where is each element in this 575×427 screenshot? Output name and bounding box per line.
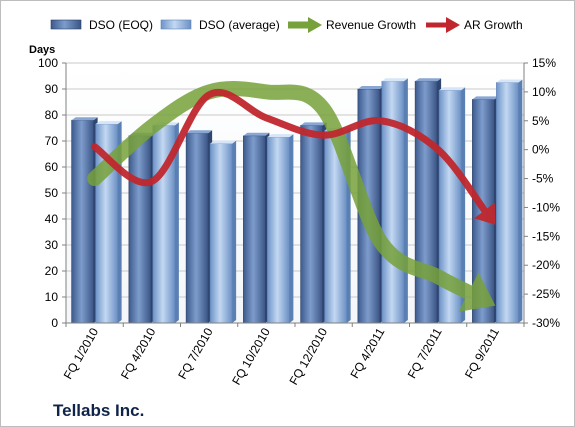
y-axis-right: -30% -25% -20% -15% -10% -5% 0% 5% 10% 15% [523, 56, 560, 330]
bar-face [209, 143, 233, 324]
bar-top [95, 121, 122, 125]
y-tick-label: 70 [45, 134, 59, 148]
bar-face [243, 135, 266, 324]
y-tick-label: 100 [38, 56, 58, 70]
line-revenue-growth [87, 81, 496, 312]
legend-label: DSO (EOQ) [89, 18, 153, 32]
series-line [91, 89, 491, 217]
bar-dso-eoq [185, 130, 213, 324]
x-tick-label: FQ 1/2010 [61, 325, 102, 381]
y-tick-label: 80 [45, 108, 59, 122]
legend-item: DSO (average) [160, 18, 280, 32]
series-line [87, 81, 482, 303]
legend-swatch [50, 19, 82, 30]
bar-top [496, 79, 523, 83]
bar-dso-eoq [243, 132, 270, 324]
bar-top [415, 78, 442, 82]
y-tick-label: 20 [45, 264, 59, 278]
legend-item: AR Growth [426, 17, 523, 33]
y-axis-title: Days [29, 44, 55, 56]
bar-dso-eoq [414, 78, 442, 324]
bar-top [186, 130, 213, 134]
y-tick-label: 10 [45, 290, 59, 304]
y2-tick-label: -30% [532, 316, 560, 330]
y2-tick-label: -20% [532, 258, 560, 272]
legend-label: DSO (average) [199, 18, 280, 32]
bar-face [267, 136, 290, 324]
bar-side [403, 78, 408, 323]
bar-dso-average [381, 78, 408, 324]
legend-item: Revenue Growth [288, 17, 416, 33]
bar-dso-average [209, 140, 237, 324]
y2-tick-label: -10% [532, 200, 560, 214]
legend: DSO (EOQ) DSO (average) Revenue Growth AR G… [50, 17, 523, 33]
bar-top [267, 134, 294, 138]
bar-face [185, 132, 209, 324]
bar-face [71, 119, 94, 324]
x-tick-label: FQ 7/2010 [175, 325, 216, 381]
y-tick-label: 50 [45, 186, 59, 200]
bar-top [71, 117, 98, 121]
y2-tick-label: -15% [532, 229, 560, 243]
bar-side [289, 134, 294, 323]
x-tick-label: FQ 9/2011 [462, 325, 502, 381]
y2-tick-label: -25% [532, 287, 560, 301]
y-axis-left: 0 10 20 30 40 50 60 70 80 90 100 [38, 56, 67, 330]
x-tick-label: FQ 4/2011 [347, 325, 387, 381]
bar-face [300, 125, 323, 324]
legend-label: AR Growth [464, 18, 523, 32]
y2-tick-label: 5% [532, 114, 550, 128]
y2-tick-label: 10% [532, 85, 556, 99]
y-tick-label: 90 [45, 82, 59, 96]
y-tick-label: 0 [51, 316, 58, 330]
x-tick-label: FQ 10/2010 [229, 325, 273, 387]
legend-arrow-icon [308, 17, 322, 33]
bar-dso-average [438, 87, 466, 324]
bar-face [414, 80, 438, 324]
bar-side [518, 79, 523, 323]
y-tick-label: 30 [45, 238, 59, 252]
bar-face [128, 135, 152, 324]
arrow-head [474, 202, 496, 225]
bar-side [174, 122, 179, 324]
y2-tick-label: 15% [532, 56, 556, 70]
growth-lines [87, 81, 496, 312]
y-tick-label: 60 [45, 160, 59, 174]
bar-top [210, 140, 237, 144]
legend-arrow-icon [446, 17, 460, 33]
y2-tick-label: -5% [532, 172, 554, 186]
y2-tick-label: 0% [532, 143, 550, 157]
x-tick-label: FQ 7/2011 [405, 325, 445, 381]
bar-dso-average [496, 79, 523, 324]
legend-label: Revenue Growth [326, 18, 416, 32]
company-name: Tellabs Inc. [53, 401, 144, 420]
bar-top [439, 87, 466, 91]
y-tick-label: 40 [45, 212, 59, 226]
legend-item: DSO (EOQ) [50, 18, 153, 32]
legend-swatch [160, 19, 192, 30]
bar-top [243, 132, 270, 136]
x-tick-label: FQ 4/2010 [118, 325, 159, 381]
bar-face [496, 82, 519, 324]
bar-top [357, 86, 384, 89]
bar-top [300, 122, 327, 126]
x-tick-label: FQ 12/2010 [286, 325, 330, 387]
bar-top [381, 78, 408, 82]
bar-side [232, 140, 237, 323]
bar-dso-average [267, 134, 294, 324]
line-ar-growth [91, 89, 496, 225]
bar-dso-eoq [300, 122, 327, 324]
bar-dso-eoq [128, 132, 155, 324]
bar-face [381, 80, 405, 324]
bar-top [472, 96, 499, 100]
x-axis: FQ 1/2010 FQ 4/2010 FQ 7/2010 FQ 10/2010 FQ … [61, 322, 525, 387]
arrow-head [458, 272, 496, 312]
bar-side [461, 87, 466, 323]
